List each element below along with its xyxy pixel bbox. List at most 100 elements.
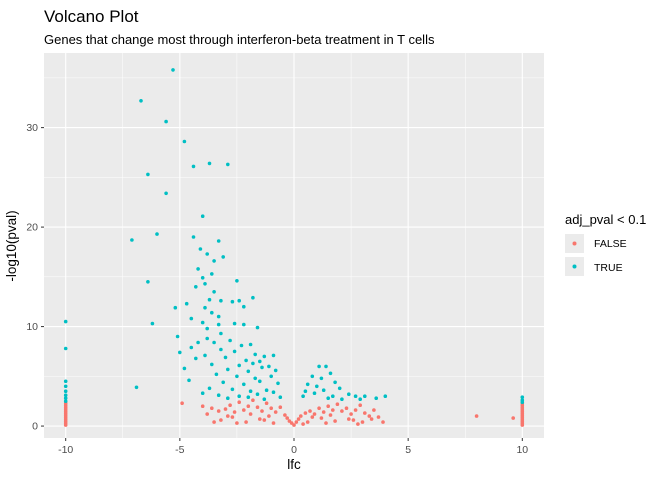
point-true	[383, 394, 388, 399]
point-false	[226, 414, 230, 418]
point-false	[219, 418, 223, 422]
legend: adj_pval < 0.1 FALSE TRUE	[565, 212, 646, 276]
point-true	[212, 290, 216, 294]
point-true	[258, 359, 262, 364]
axis-ticks: -10 -5 0 5 10 0 10 20 30	[26, 122, 528, 456]
point-true	[207, 161, 212, 166]
point-false	[278, 405, 283, 410]
point-true	[333, 380, 337, 385]
point-true	[194, 356, 198, 361]
point-true	[194, 285, 198, 289]
point-true	[230, 299, 235, 304]
point-true	[63, 393, 68, 398]
point-true	[226, 162, 230, 167]
point-false	[340, 409, 344, 413]
point-false	[305, 420, 310, 424]
y-tick-label: 20	[26, 222, 38, 234]
point-true	[155, 232, 159, 236]
point-true	[303, 389, 308, 394]
point-true	[273, 368, 278, 373]
point-true	[139, 99, 143, 103]
point-false	[324, 421, 328, 425]
point-true	[63, 384, 68, 389]
point-true	[196, 267, 200, 271]
point-true	[253, 352, 257, 357]
point-true	[216, 393, 221, 398]
point-false	[356, 422, 360, 426]
point-false	[246, 404, 251, 409]
point-true	[267, 364, 271, 369]
point-true	[184, 301, 189, 306]
point-true	[223, 355, 228, 360]
point-true	[207, 386, 212, 391]
point-true	[328, 371, 333, 376]
point-false	[344, 406, 349, 411]
x-axis-title: lfc	[287, 457, 301, 472]
point-true	[205, 336, 209, 341]
point-true	[189, 345, 194, 350]
point-true	[271, 390, 276, 395]
point-true	[248, 389, 253, 394]
point-true	[232, 349, 237, 354]
point-true	[203, 282, 207, 286]
point-true	[178, 350, 182, 355]
point-false	[333, 419, 337, 423]
chart-title: Volcano Plot	[44, 7, 139, 26]
y-tick-label: 10	[26, 321, 38, 333]
point-true	[150, 321, 155, 326]
point-true	[130, 238, 134, 242]
point-true	[363, 394, 367, 399]
point-true	[230, 387, 235, 392]
legend-label-false: FALSE	[594, 238, 627, 250]
point-true	[520, 400, 525, 405]
point-false	[376, 415, 381, 419]
point-false	[381, 420, 385, 424]
point-true	[216, 239, 221, 243]
point-false	[267, 414, 271, 418]
point-true	[235, 279, 239, 283]
point-true	[520, 395, 525, 400]
point-true	[221, 380, 225, 385]
point-false	[358, 403, 363, 408]
point-true	[315, 384, 319, 389]
point-true	[260, 365, 264, 370]
point-true	[262, 354, 267, 359]
point-true	[242, 304, 246, 309]
point-true	[216, 322, 221, 327]
point-false	[260, 409, 264, 413]
point-false	[326, 404, 331, 409]
point-true	[331, 394, 335, 399]
point-true	[171, 68, 175, 72]
point-false	[205, 412, 209, 416]
point-false	[262, 418, 267, 422]
point-true	[340, 397, 344, 402]
point-true	[228, 338, 232, 343]
point-false	[474, 414, 479, 418]
point-false	[303, 411, 308, 415]
point-true	[212, 340, 216, 345]
point-false	[299, 414, 303, 418]
legend-label-true: TRUE	[594, 262, 623, 274]
point-true	[210, 310, 214, 315]
point-false	[235, 421, 239, 425]
point-false	[328, 413, 333, 417]
point-false	[210, 406, 214, 411]
point-false	[347, 417, 351, 421]
point-false	[312, 412, 317, 416]
point-false	[349, 412, 353, 416]
point-true	[164, 119, 168, 124]
point-true	[278, 395, 283, 400]
point-false	[319, 416, 324, 420]
point-false	[255, 405, 260, 410]
point-true	[173, 305, 178, 310]
point-false	[271, 421, 276, 425]
point-false	[301, 422, 305, 426]
point-false	[321, 410, 326, 414]
point-true	[146, 172, 150, 177]
point-true	[353, 394, 358, 399]
point-false	[228, 403, 232, 408]
point-false	[363, 411, 367, 415]
point-true	[324, 364, 328, 369]
data-points	[63, 68, 525, 427]
point-true	[200, 391, 205, 396]
